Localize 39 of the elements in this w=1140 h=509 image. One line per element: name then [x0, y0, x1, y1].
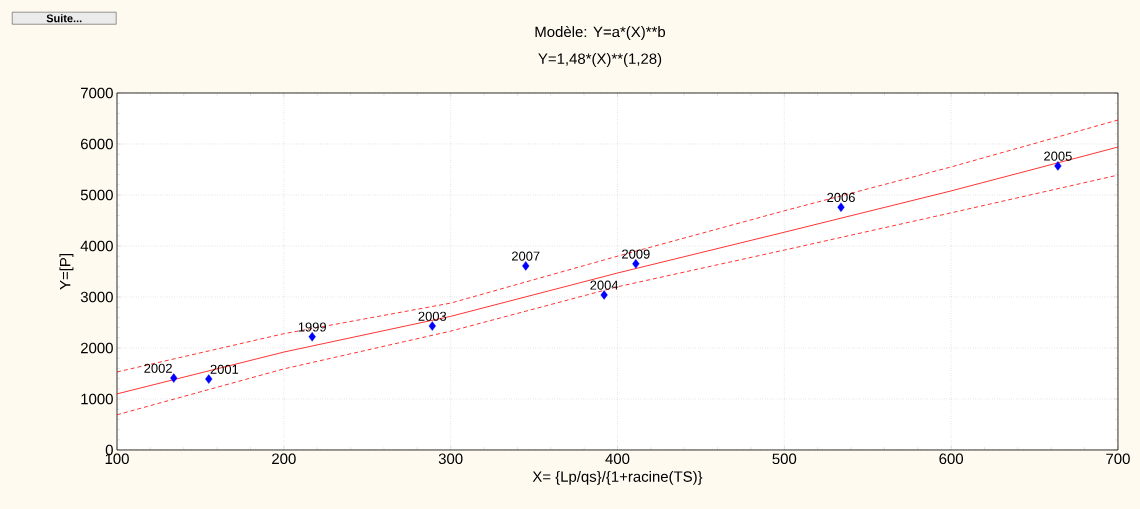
- line-series: [117, 174, 1118, 416]
- point: [308, 332, 316, 342]
- x-axis-title: X= {Lp/qs}/{1+racine(TS)}: [532, 470, 703, 485]
- x-tick-label: 500: [772, 453, 797, 465]
- point: [205, 374, 213, 384]
- y-tick-label: 5000: [80, 189, 113, 201]
- line-series: [117, 146, 1118, 395]
- point: [522, 261, 530, 271]
- annotation: 2009: [622, 249, 650, 259]
- annotation: 2004: [590, 280, 619, 290]
- x-tick-label: 200: [272, 453, 296, 465]
- y-tick-label: 6000: [81, 138, 113, 150]
- y-axis-title: Y=[P]: [59, 254, 74, 290]
- annotation: 2002: [144, 363, 172, 373]
- x-tick-label: 300: [438, 453, 463, 465]
- y-tick-label: 2000: [81, 342, 113, 354]
- point: [632, 259, 640, 269]
- chart-subtitle: Y=1,48*(X)**(1,28): [538, 53, 662, 67]
- y-tick-label: 4000: [80, 240, 113, 252]
- annotation: 2005: [1044, 151, 1072, 161]
- chart-title: Modèle: Y=a*(X)**b: [535, 25, 666, 41]
- x-tick-label: 400: [605, 453, 630, 465]
- point: [170, 373, 178, 383]
- point: [600, 290, 608, 300]
- annotation: 2003: [418, 311, 447, 321]
- point: [1054, 161, 1062, 171]
- annotation: 2007: [511, 251, 540, 261]
- line-series: [117, 119, 1118, 373]
- annotation: 2001: [210, 364, 239, 374]
- x-tick-label: 700: [1106, 453, 1130, 465]
- point: [837, 202, 845, 212]
- x-tick-label: 600: [939, 453, 963, 465]
- text: Suite...: [46, 14, 82, 23]
- y-tick-label: 1000: [81, 393, 113, 405]
- y-tick-label: 7000: [81, 87, 113, 99]
- point: [428, 321, 436, 331]
- y-tick-label: 3000: [80, 291, 113, 303]
- annotation: 2006: [827, 192, 855, 203]
- annotation: 1999: [298, 322, 326, 332]
